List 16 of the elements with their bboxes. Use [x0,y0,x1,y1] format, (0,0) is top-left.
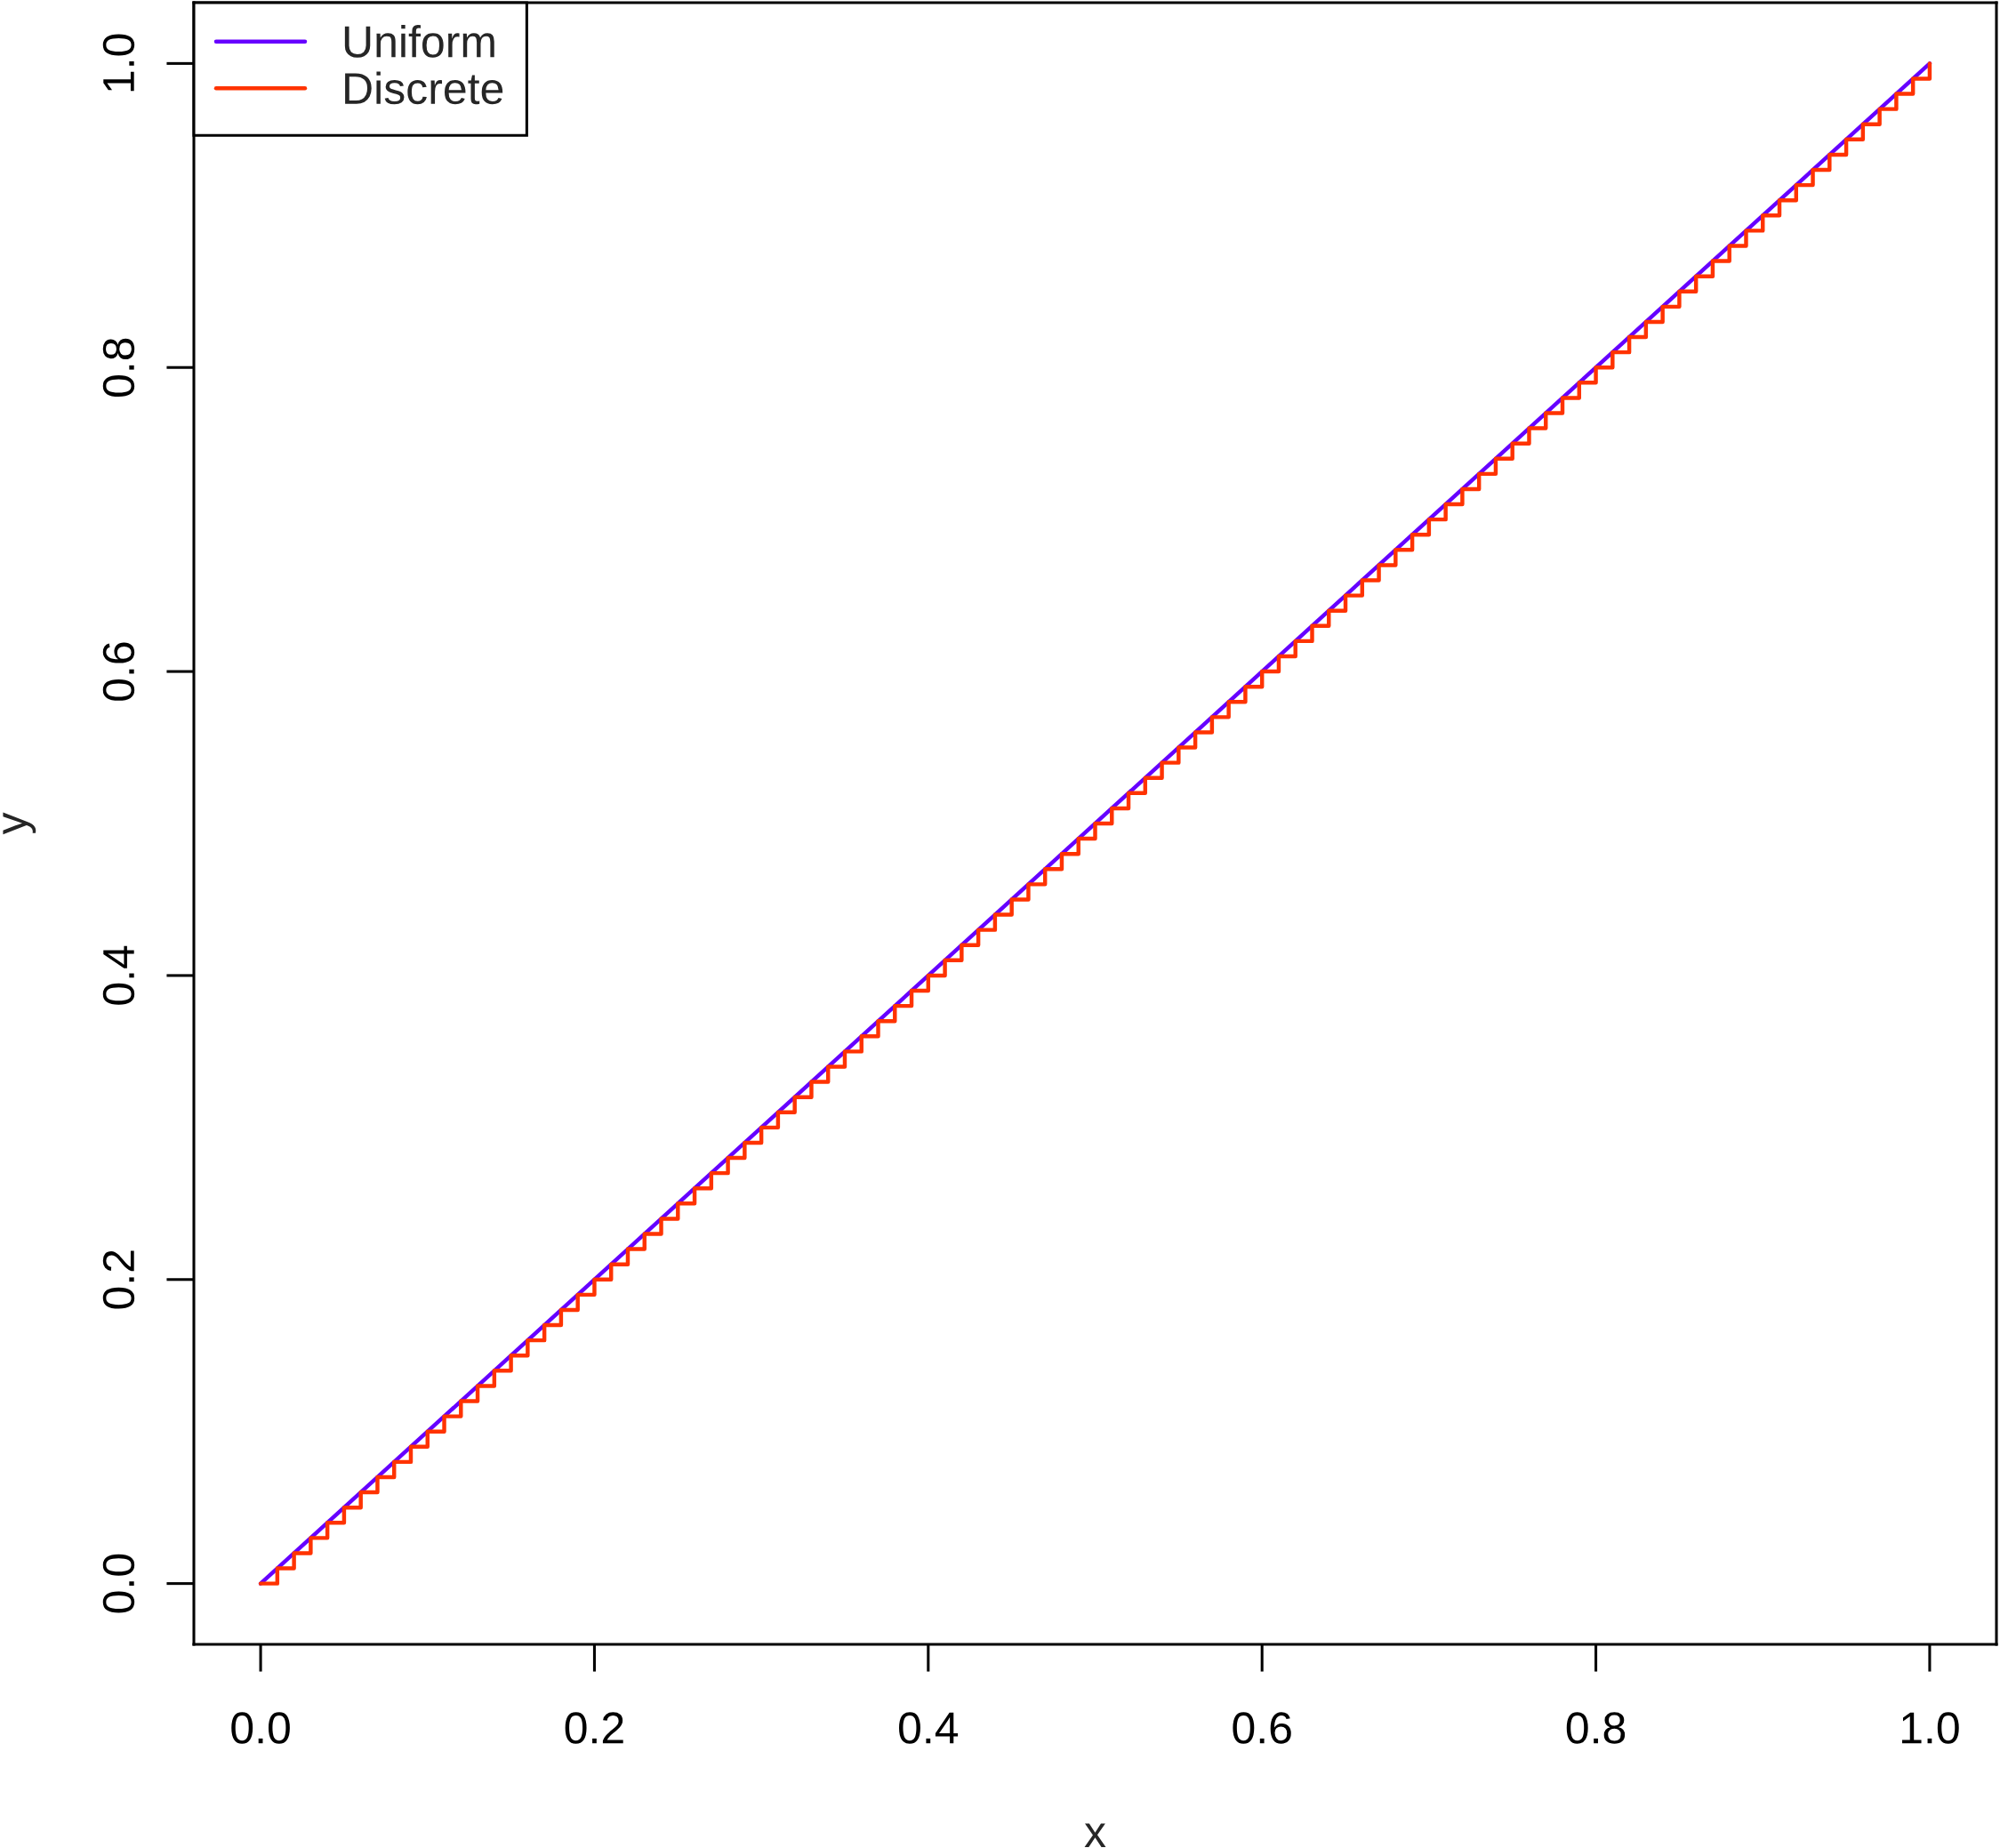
y-tick-label: 0.4 [102,945,135,1005]
y-tick-label: 0.8 [102,338,135,398]
y-axis-title: y [3,812,36,835]
legend-label: Discrete [345,71,503,105]
y-tick-label: 1.0 [102,34,135,92]
y-tick-label: 0.2 [102,1250,135,1309]
x-tick-label: 0.0 [231,1712,290,1744]
x-tick-label: 0.8 [1566,1712,1626,1744]
x-tick-label: 1.0 [1901,1712,1959,1744]
y-tick-label: 0.6 [102,642,135,701]
x-tick-label: 0.6 [1233,1712,1291,1744]
x-axis-title: x [1084,1823,1106,1847]
x-tick-label: 0.4 [899,1712,959,1744]
x-tick-label: 0.2 [565,1712,623,1744]
y-tick-label: 0.0 [102,1554,135,1613]
legend-label: Uniform [344,25,494,58]
